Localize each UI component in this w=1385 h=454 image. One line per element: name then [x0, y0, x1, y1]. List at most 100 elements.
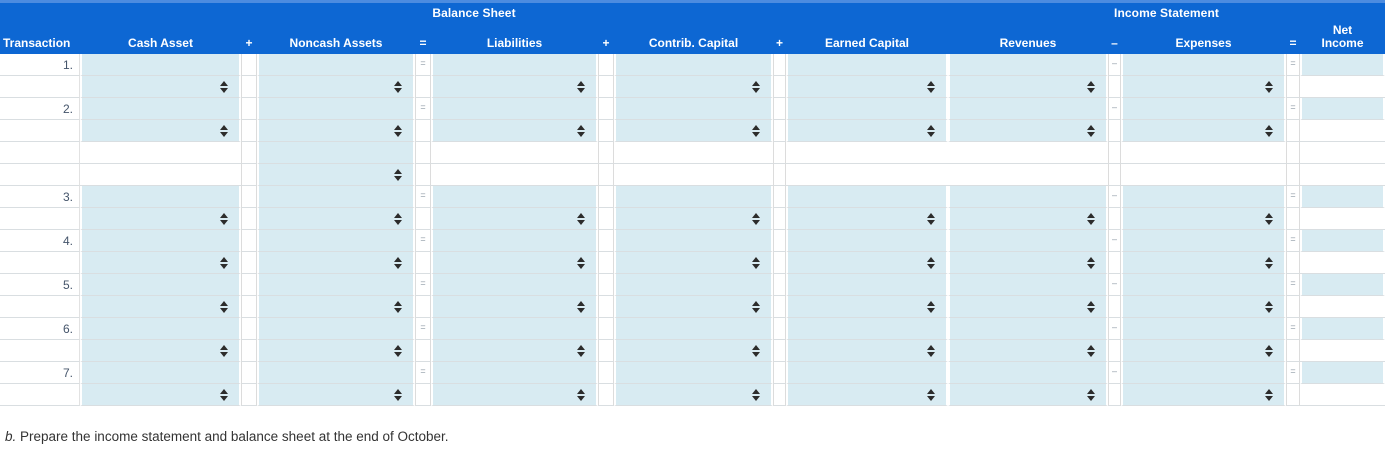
liabilities-account-dropdown[interactable]	[433, 76, 596, 97]
noncash-account-dropdown[interactable]	[259, 296, 413, 317]
earned-account-dropdown[interactable]	[788, 384, 946, 405]
revenues-account-dropdown[interactable]	[950, 340, 1106, 361]
liabilities-amount-input[interactable]	[433, 274, 596, 295]
expenses-account-dropdown[interactable]	[1123, 296, 1284, 317]
expenses-amount-input[interactable]	[1123, 98, 1284, 119]
noncash-amount-input[interactable]	[259, 186, 413, 207]
cash-amount-input[interactable]	[82, 362, 239, 383]
revenues-amount-input[interactable]	[950, 186, 1106, 207]
cash-account-dropdown[interactable]	[82, 76, 239, 97]
noncash-amount-input[interactable]	[259, 362, 413, 383]
liabilities-account-dropdown[interactable]	[433, 384, 596, 405]
revenues-account-dropdown[interactable]	[950, 296, 1106, 317]
net-amount-input[interactable]	[1302, 274, 1383, 295]
contrib-amount-input[interactable]	[616, 54, 771, 75]
expenses-account-dropdown[interactable]	[1123, 384, 1284, 405]
expenses-amount-input[interactable]	[1123, 54, 1284, 75]
contrib-account-dropdown[interactable]	[616, 384, 771, 405]
contrib-amount-input[interactable]	[616, 98, 771, 119]
revenues-amount-input[interactable]	[950, 230, 1106, 251]
expenses-amount-input[interactable]	[1123, 186, 1284, 207]
contrib-amount-input[interactable]	[616, 274, 771, 295]
expenses-amount-input[interactable]	[1123, 230, 1284, 251]
net-amount-input[interactable]	[1302, 98, 1383, 119]
noncash-amount-input[interactable]	[259, 318, 413, 339]
contrib-account-dropdown[interactable]	[616, 208, 771, 229]
earned-amount-input[interactable]	[788, 230, 946, 251]
earned-account-dropdown[interactable]	[788, 208, 946, 229]
revenues-account-dropdown[interactable]	[950, 252, 1106, 273]
revenues-account-dropdown[interactable]	[950, 76, 1106, 97]
contrib-account-dropdown[interactable]	[616, 120, 771, 141]
earned-account-dropdown[interactable]	[788, 296, 946, 317]
cash-account-dropdown[interactable]	[82, 340, 239, 361]
contrib-account-dropdown[interactable]	[616, 296, 771, 317]
cash-amount-input[interactable]	[82, 318, 239, 339]
liabilities-account-dropdown[interactable]	[433, 252, 596, 273]
liabilities-account-dropdown[interactable]	[433, 120, 596, 141]
contrib-account-dropdown[interactable]	[616, 252, 771, 273]
noncash-amount-input[interactable]	[259, 230, 413, 251]
net-amount-input[interactable]	[1302, 230, 1383, 251]
noncash-account-dropdown[interactable]	[259, 76, 413, 97]
net-amount-input[interactable]	[1302, 186, 1383, 207]
expenses-amount-input[interactable]	[1123, 362, 1284, 383]
contrib-amount-input[interactable]	[616, 318, 771, 339]
earned-amount-input[interactable]	[788, 362, 946, 383]
net-amount-input[interactable]	[1302, 362, 1383, 383]
earned-amount-input[interactable]	[788, 54, 946, 75]
revenues-amount-input[interactable]	[950, 318, 1106, 339]
earned-account-dropdown[interactable]	[788, 76, 946, 97]
net-amount-input[interactable]	[1302, 318, 1383, 339]
earned-amount-input[interactable]	[788, 186, 946, 207]
expenses-account-dropdown[interactable]	[1123, 252, 1284, 273]
revenues-account-dropdown[interactable]	[950, 120, 1106, 141]
cash-account-dropdown[interactable]	[82, 384, 239, 405]
noncash-amount-input[interactable]	[259, 54, 413, 75]
cash-amount-input[interactable]	[82, 186, 239, 207]
liabilities-account-dropdown[interactable]	[433, 296, 596, 317]
expenses-account-dropdown[interactable]	[1123, 208, 1284, 229]
liabilities-amount-input[interactable]	[433, 186, 596, 207]
earned-amount-input[interactable]	[788, 318, 946, 339]
liabilities-account-dropdown[interactable]	[433, 208, 596, 229]
cash-account-dropdown[interactable]	[82, 120, 239, 141]
expenses-account-dropdown[interactable]	[1123, 340, 1284, 361]
contrib-account-dropdown[interactable]	[616, 340, 771, 361]
revenues-amount-input[interactable]	[950, 362, 1106, 383]
revenues-amount-input[interactable]	[950, 274, 1106, 295]
noncash-amount-input[interactable]	[259, 274, 413, 295]
noncash-account-dropdown[interactable]	[259, 384, 413, 405]
cash-account-dropdown[interactable]	[82, 252, 239, 273]
liabilities-amount-input[interactable]	[433, 318, 596, 339]
cash-amount-input[interactable]	[82, 230, 239, 251]
contrib-amount-input[interactable]	[616, 362, 771, 383]
expenses-amount-input[interactable]	[1123, 318, 1284, 339]
noncash-amount-input[interactable]	[259, 98, 413, 119]
noncash-account-dropdown[interactable]	[259, 252, 413, 273]
earned-amount-input[interactable]	[788, 274, 946, 295]
noncash-account-dropdown[interactable]	[259, 208, 413, 229]
earned-account-dropdown[interactable]	[788, 340, 946, 361]
cash-account-dropdown[interactable]	[82, 208, 239, 229]
contrib-amount-input[interactable]	[616, 186, 771, 207]
earned-account-dropdown[interactable]	[788, 120, 946, 141]
net-amount-input[interactable]	[1302, 54, 1383, 75]
revenues-amount-input[interactable]	[950, 54, 1106, 75]
contrib-account-dropdown[interactable]	[616, 76, 771, 97]
expenses-account-dropdown[interactable]	[1123, 76, 1284, 97]
noncash-amount-input[interactable]	[259, 142, 413, 163]
cash-account-dropdown[interactable]	[82, 296, 239, 317]
expenses-account-dropdown[interactable]	[1123, 120, 1284, 141]
earned-account-dropdown[interactable]	[788, 252, 946, 273]
liabilities-amount-input[interactable]	[433, 230, 596, 251]
liabilities-amount-input[interactable]	[433, 362, 596, 383]
cash-amount-input[interactable]	[82, 54, 239, 75]
revenues-account-dropdown[interactable]	[950, 208, 1106, 229]
earned-amount-input[interactable]	[788, 98, 946, 119]
noncash-account-dropdown[interactable]	[259, 340, 413, 361]
revenues-amount-input[interactable]	[950, 98, 1106, 119]
liabilities-account-dropdown[interactable]	[433, 340, 596, 361]
contrib-amount-input[interactable]	[616, 230, 771, 251]
noncash-account-dropdown[interactable]	[259, 164, 413, 185]
